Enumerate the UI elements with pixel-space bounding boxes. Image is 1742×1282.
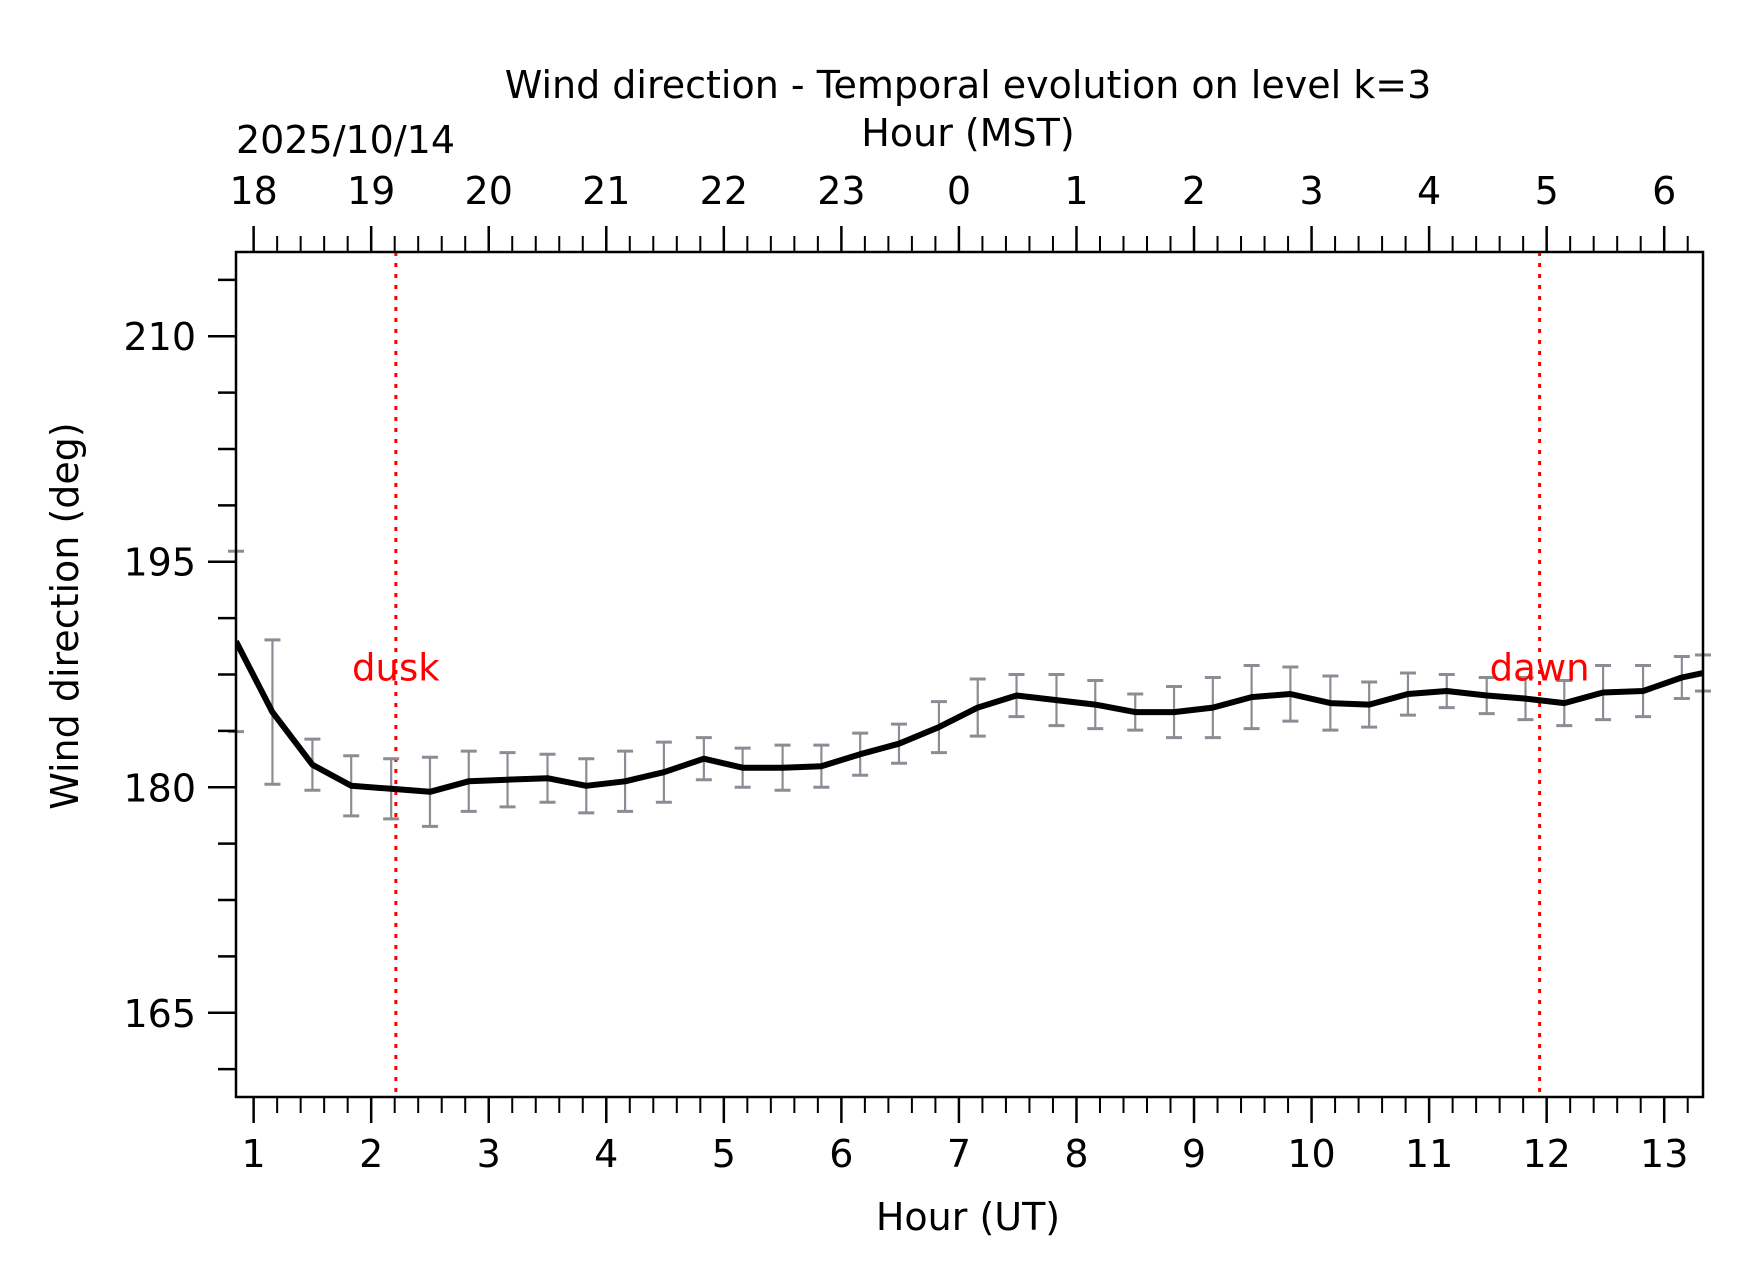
top-x-tick-label: 18 bbox=[229, 169, 277, 213]
top-x-tick-label: 20 bbox=[465, 169, 513, 213]
x-tick-label: 13 bbox=[1640, 1132, 1688, 1176]
x-tick-label: 11 bbox=[1405, 1132, 1453, 1176]
top-x-tick-label: 2 bbox=[1182, 169, 1206, 213]
series-line-wind-direction bbox=[236, 640, 1703, 795]
top-x-tick-label: 22 bbox=[700, 169, 748, 213]
x-tick-label: 6 bbox=[829, 1132, 853, 1176]
y-axis-label: Wind direction (deg) bbox=[43, 422, 87, 809]
annotation-label-dusk: dusk bbox=[352, 647, 440, 690]
x-tick-label: 3 bbox=[477, 1132, 501, 1176]
top-x-tick-label: 0 bbox=[947, 169, 971, 213]
series-layer bbox=[236, 640, 1703, 795]
date-label: 2025/10/14 bbox=[236, 118, 455, 162]
top-x-tick-label: 1 bbox=[1064, 169, 1088, 213]
x-tick-label: 12 bbox=[1522, 1132, 1570, 1176]
y-tick-label: 210 bbox=[123, 315, 196, 359]
x-tick-label: 1 bbox=[242, 1132, 266, 1176]
top-x-tick-label: 21 bbox=[582, 169, 630, 213]
y-tick-label: 180 bbox=[123, 766, 196, 810]
x-tick-label: 4 bbox=[594, 1132, 618, 1176]
plot-frame bbox=[234, 250, 1705, 1099]
top-x-tick-label: 23 bbox=[817, 169, 865, 213]
top-x-tick-label: 4 bbox=[1417, 169, 1441, 213]
annotation-label-dawn: dawn bbox=[1490, 647, 1590, 690]
x-tick-label: 7 bbox=[947, 1132, 971, 1176]
x-axis-label: Hour (UT) bbox=[876, 1195, 1060, 1239]
x-tick-label: 10 bbox=[1287, 1132, 1335, 1176]
x-tick-label: 5 bbox=[712, 1132, 736, 1176]
x-tick-label: 8 bbox=[1064, 1132, 1088, 1176]
chart-title: Wind direction - Temporal evolution on l… bbox=[505, 63, 1432, 107]
x-tick-label: 2 bbox=[359, 1132, 383, 1176]
annotation-lines bbox=[394, 252, 1542, 1097]
y-tick-label: 195 bbox=[123, 541, 196, 585]
annotation-labels: dusk dawn bbox=[352, 647, 1590, 690]
top-x-tick-label: 6 bbox=[1652, 169, 1676, 213]
top-x-tick-label: 3 bbox=[1299, 169, 1323, 213]
top-x-tick-label: 5 bbox=[1535, 169, 1559, 213]
top-axis-label: Hour (MST) bbox=[861, 111, 1074, 155]
y-tick-label: 165 bbox=[123, 992, 196, 1036]
top-x-tick-label: 19 bbox=[347, 169, 395, 213]
x-tick-label: 9 bbox=[1182, 1132, 1206, 1176]
